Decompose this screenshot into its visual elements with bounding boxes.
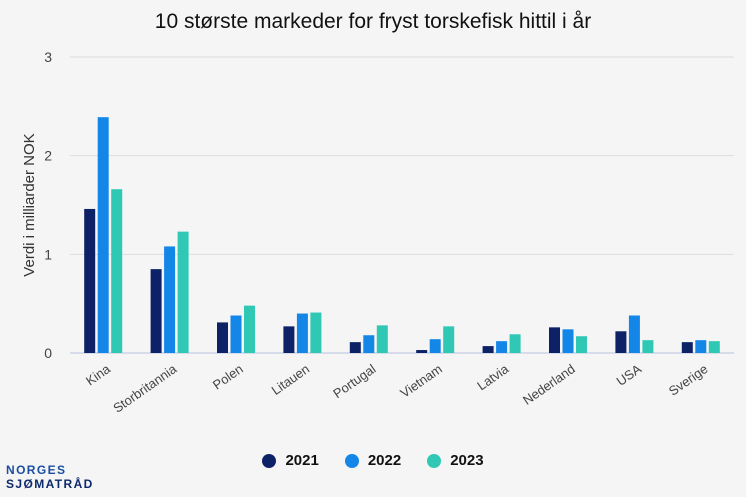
- bar-portugal-2022: [363, 335, 375, 353]
- bar-latvia-2021: [482, 346, 494, 353]
- bar-sverige-2023: [708, 341, 720, 353]
- y-tick-label: 1: [44, 246, 52, 262]
- legend-swatch-2023: [427, 453, 442, 468]
- chart-title: 10 største markeder for fryst torskefisk…: [155, 10, 591, 33]
- x-tick-label: Kina: [83, 361, 114, 389]
- y-tick-label: 0: [44, 345, 52, 361]
- bar-latvia-2022: [496, 341, 508, 353]
- bar-usa-2022: [628, 315, 640, 353]
- bar-portugal-2021: [349, 342, 361, 353]
- x-tick-label: Latvia: [474, 361, 512, 394]
- legend-label-2021: 2021: [285, 452, 319, 469]
- bar-storbritannia-2023: [177, 231, 189, 353]
- brand-logo-line1: NORGES: [6, 463, 67, 477]
- bar-nederland-2022: [562, 329, 574, 353]
- bar-polen-2022: [230, 315, 242, 353]
- bar-vietnam-2022: [429, 339, 441, 353]
- bar-litauen-2022: [296, 313, 308, 353]
- bar-litauen-2021: [283, 326, 295, 353]
- y-axis-label: Verdi i milliarder NOK: [21, 133, 38, 276]
- legend-item-2021: 2021: [262, 452, 319, 469]
- x-tick-label: Polen: [210, 361, 246, 392]
- x-tick-label: Storbritannia: [110, 361, 180, 416]
- y-tick-label: 3: [44, 49, 52, 65]
- bar-sverige-2021: [681, 342, 693, 353]
- legend-label-2023: 2023: [450, 452, 484, 469]
- bar-kina-2022: [97, 117, 109, 353]
- x-tick-label: Nederland: [520, 361, 578, 408]
- x-tick-label: Portugal: [330, 361, 378, 401]
- bar-kina-2023: [111, 189, 123, 353]
- legend-swatch-2022: [344, 453, 359, 468]
- brand-logo: NORGES SJØMATRÅD: [6, 463, 94, 491]
- bar-vietnam-2023: [443, 326, 455, 353]
- bar-sverige-2022: [695, 340, 707, 353]
- legend: 2021 2022 2023: [0, 452, 746, 469]
- legend-swatch-2021: [262, 453, 277, 468]
- brand-logo-line2: SJØMATRÅD: [6, 477, 94, 491]
- x-tick-label: Vietnam: [397, 361, 444, 401]
- x-tick-label: USA: [614, 361, 645, 389]
- bar-usa-2021: [615, 331, 627, 353]
- bar-nederland-2023: [576, 336, 587, 353]
- bar-polen-2021: [217, 322, 228, 353]
- bar-nederland-2021: [549, 327, 560, 353]
- bar-polen-2023: [244, 305, 255, 353]
- bar-storbritannia-2021: [150, 269, 162, 353]
- y-tick-label: 2: [44, 148, 52, 164]
- x-tick-label: Sverige: [666, 361, 711, 399]
- bar-usa-2023: [642, 340, 654, 353]
- bar-vietnam-2021: [416, 350, 428, 353]
- bar-latvia-2023: [509, 334, 521, 353]
- x-tick-label: Litauen: [269, 361, 313, 398]
- legend-item-2022: 2022: [344, 452, 402, 469]
- bar-kina-2021: [84, 208, 96, 353]
- bar-storbritannia-2022: [164, 246, 176, 353]
- bar-litauen-2023: [310, 312, 322, 353]
- legend-item-2023: 2023: [427, 452, 484, 469]
- bar-portugal-2023: [376, 325, 388, 353]
- legend-label-2022: 2022: [367, 452, 402, 469]
